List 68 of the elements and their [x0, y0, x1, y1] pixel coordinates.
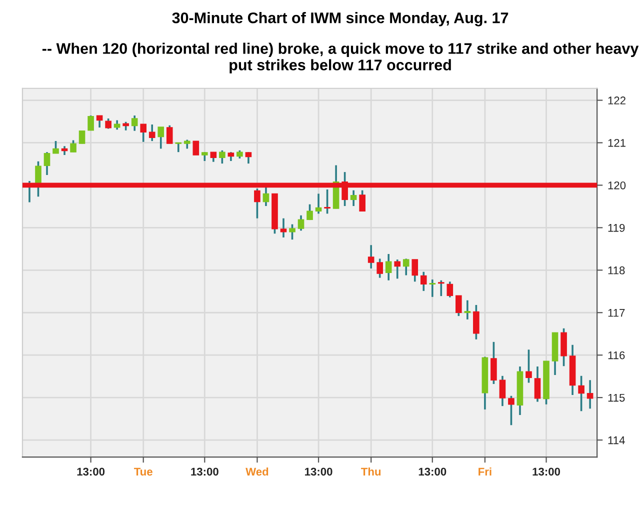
x-tick-label: Tue: [134, 468, 152, 476]
candlestick: [412, 258, 418, 283]
candlestick: [385, 253, 392, 282]
x-tick-label: 13:00: [191, 468, 218, 476]
x-tick-label: 13:00: [305, 468, 332, 476]
candlestick: [289, 223, 296, 240]
candlestick: [526, 348, 532, 384]
x-tick-label: 13:00: [532, 468, 560, 476]
candlestick: [298, 214, 304, 232]
x-tick-label: Thu: [361, 467, 381, 476]
y-tick-label: 118: [608, 266, 625, 274]
candlestick: [429, 278, 436, 298]
candlestick: [376, 258, 383, 279]
candlestick: [499, 375, 506, 407]
candlestick: [456, 294, 462, 317]
candlestick: [394, 258, 401, 280]
candlestick: [586, 379, 594, 410]
x-tick-label: Wed: [246, 467, 268, 476]
candlestick: [78, 130, 86, 144]
candlestick: [114, 119, 120, 130]
candlestick: [52, 140, 59, 154]
y-tick-label: 119: [608, 224, 625, 232]
candlestick: [464, 299, 471, 320]
y-tick-label: 115: [608, 394, 625, 402]
y-tick-label: 121: [608, 139, 626, 147]
candlestick: [368, 244, 374, 270]
chart-subtitle: -- When 120 (horizontal red line) broke, a quick move to 117 strike and other heavy put strikes below 117 occurred: [42, 42, 639, 74]
y-tick-label: 120: [608, 181, 626, 190]
candlestick: [88, 114, 94, 132]
candlestick: [192, 140, 200, 156]
candlestick: [166, 124, 173, 144]
candlestick: [578, 375, 584, 412]
candlestick: [262, 185, 270, 207]
x-tick-label: 13:00: [77, 468, 105, 476]
y-tick-label: 122: [608, 96, 626, 104]
chart-title: 30-Minute Chart of IWM since Monday, Aug. 17: [172, 12, 508, 26]
candlestick: [402, 258, 410, 276]
candlestick: [534, 366, 541, 403]
candlestick: [140, 123, 146, 143]
candlestick: [315, 192, 322, 215]
candlestick: [158, 126, 164, 150]
candlestick: [350, 189, 357, 207]
candlestick: [446, 280, 454, 298]
candlestick: [508, 394, 514, 426]
candlestick: [175, 142, 182, 153]
candlestick: [210, 151, 217, 163]
candlestick: [438, 279, 444, 297]
candlestick: [490, 341, 497, 385]
x-tick-label: Fri: [478, 467, 492, 476]
candlestick: [219, 149, 226, 164]
candlestick: [148, 124, 156, 142]
candlestick: [306, 203, 313, 221]
candlestick: [96, 114, 103, 128]
candlestick: [280, 217, 287, 238]
x-tick-label: 13:00: [418, 468, 446, 476]
candlestick: [245, 151, 252, 164]
candlestick: [131, 114, 138, 132]
candlestick: [324, 188, 330, 215]
y-tick-label: 117: [608, 309, 625, 317]
y-tick-label: 116: [608, 351, 625, 360]
candlestick: [420, 270, 427, 292]
y-tick-label: 114: [608, 436, 625, 444]
candlestick: [70, 139, 76, 153]
candlestick: [105, 118, 112, 130]
candlestick: [44, 151, 50, 176]
candlestick: [359, 189, 366, 212]
candlestick: [560, 327, 567, 368]
candlestick: [473, 304, 480, 340]
